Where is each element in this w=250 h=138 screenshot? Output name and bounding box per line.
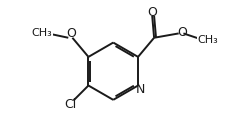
Text: CH₃: CH₃: [32, 28, 52, 38]
Text: O: O: [67, 27, 76, 40]
Text: N: N: [136, 83, 145, 96]
Text: O: O: [147, 6, 157, 18]
Text: Cl: Cl: [64, 98, 76, 111]
Text: O: O: [178, 26, 187, 39]
Text: CH₃: CH₃: [198, 35, 218, 45]
